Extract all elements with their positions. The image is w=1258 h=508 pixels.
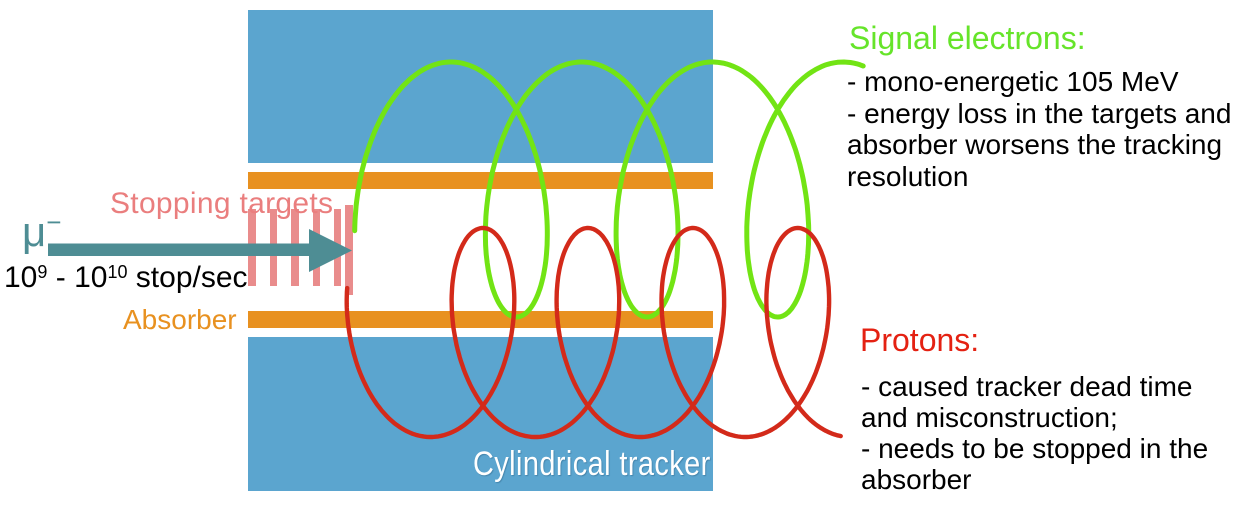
stopping-target-bar-5	[333, 209, 341, 286]
stopping-target-bar-2	[269, 209, 277, 286]
tracker-top-half	[248, 10, 713, 163]
stopping-target-bar-3	[291, 209, 299, 286]
protons-title: Protons:	[860, 322, 980, 358]
signal-electrons-title: Signal electrons:	[849, 20, 1086, 56]
rate-base-2: 10	[74, 261, 108, 294]
muon-letter: μ	[22, 208, 47, 255]
cylindrical-tracker-label: Cylindrical tracker	[473, 445, 711, 483]
stopping-target-bar-6	[345, 205, 353, 295]
muon-charge-sign: −	[46, 207, 62, 237]
rate-separator: -	[47, 261, 75, 294]
rate-unit: stop/sec	[127, 261, 248, 294]
stopping-targets-label: Stopping targets	[110, 187, 334, 220]
stopping-target-bar-4	[312, 209, 320, 286]
protons-bullet-2: - needs to be stopped in the absorber	[861, 433, 1209, 495]
rate-base-1: 10	[4, 261, 38, 294]
rate-exponent-1: 9	[37, 262, 48, 282]
rate-exponent-2: 10	[107, 262, 128, 282]
protons-bullet-1: - caused tracker dead time and misconstr…	[861, 371, 1193, 433]
stopping-target-bar-1	[248, 209, 256, 286]
muon-stop-rate: 109 - 1010 stop/sec	[4, 263, 248, 293]
muon-symbol: μ−	[22, 209, 61, 253]
absorber-bottom-bar	[248, 311, 713, 328]
absorber-label: Absorber	[123, 304, 237, 335]
protons-notes: - caused tracker dead time and misconstr…	[861, 371, 1221, 495]
signal-electrons-bullet-1: - mono-energetic 105 MeV	[847, 66, 1179, 97]
signal-electrons-bullet-2: - energy loss in the targets and absorbe…	[847, 97, 1232, 192]
signal-electrons-notes: - mono-energetic 105 MeV - energy loss i…	[847, 66, 1258, 192]
